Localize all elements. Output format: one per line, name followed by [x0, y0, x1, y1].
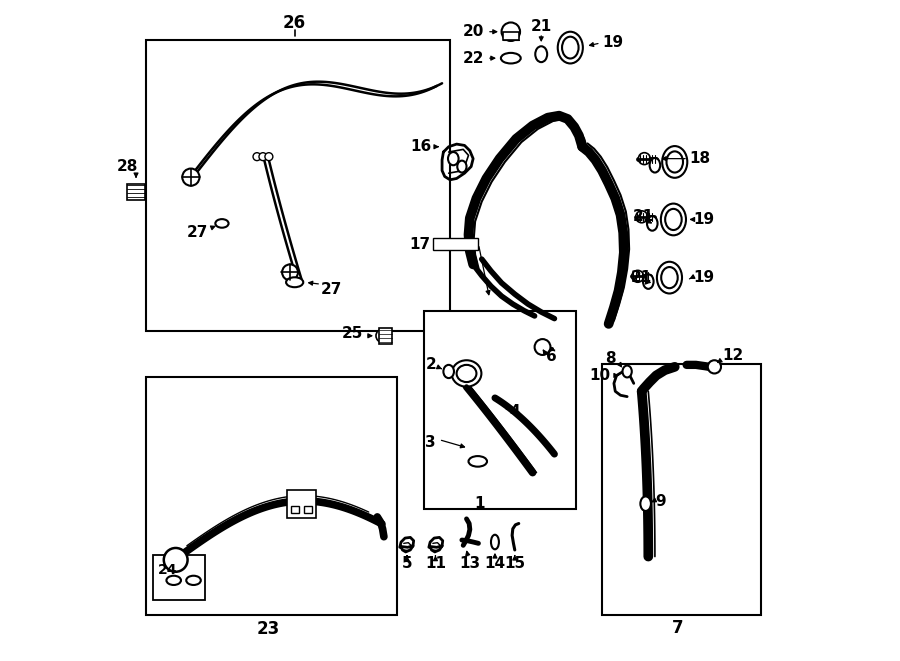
Text: 21: 21 — [531, 19, 552, 34]
Circle shape — [632, 270, 644, 282]
Ellipse shape — [657, 262, 682, 293]
Circle shape — [535, 339, 551, 355]
Circle shape — [164, 548, 187, 572]
Ellipse shape — [452, 360, 482, 387]
Text: 21: 21 — [633, 210, 653, 224]
Text: 16: 16 — [410, 139, 431, 154]
Ellipse shape — [501, 53, 521, 63]
Circle shape — [635, 211, 648, 223]
Circle shape — [501, 22, 520, 41]
Ellipse shape — [166, 576, 181, 585]
Ellipse shape — [623, 366, 632, 377]
Ellipse shape — [456, 365, 476, 382]
Text: 18: 18 — [689, 151, 710, 166]
Ellipse shape — [662, 267, 678, 288]
Ellipse shape — [286, 278, 303, 287]
Bar — [424, 311, 576, 509]
Text: 25: 25 — [341, 327, 363, 341]
Circle shape — [183, 169, 200, 186]
Ellipse shape — [536, 46, 547, 62]
Ellipse shape — [215, 219, 229, 227]
Text: 15: 15 — [504, 556, 526, 570]
Ellipse shape — [444, 365, 454, 378]
Circle shape — [253, 153, 261, 161]
Text: 3: 3 — [425, 436, 436, 450]
Bar — [434, 238, 479, 250]
Text: 28: 28 — [117, 159, 138, 174]
Text: 11: 11 — [425, 556, 446, 570]
Bar — [291, 506, 299, 513]
Bar — [602, 364, 760, 615]
Ellipse shape — [558, 32, 583, 63]
Text: 27: 27 — [321, 282, 343, 297]
Ellipse shape — [667, 151, 683, 173]
Text: 24: 24 — [158, 563, 177, 577]
Text: 19: 19 — [693, 212, 715, 227]
Circle shape — [376, 329, 389, 342]
Ellipse shape — [457, 161, 466, 173]
Circle shape — [259, 153, 267, 161]
Ellipse shape — [469, 456, 487, 467]
Ellipse shape — [448, 152, 459, 165]
Ellipse shape — [650, 158, 661, 173]
Text: 10: 10 — [589, 368, 610, 383]
Text: 8: 8 — [605, 351, 616, 366]
Text: 4: 4 — [509, 404, 520, 418]
Ellipse shape — [641, 496, 651, 511]
Ellipse shape — [186, 576, 201, 585]
Ellipse shape — [562, 36, 579, 59]
Text: 23: 23 — [256, 620, 280, 639]
Ellipse shape — [661, 204, 686, 235]
Bar — [287, 490, 317, 518]
Text: 1: 1 — [474, 496, 485, 511]
Circle shape — [707, 360, 721, 373]
Ellipse shape — [647, 216, 658, 231]
Text: 12: 12 — [723, 348, 743, 363]
Bar — [128, 184, 145, 200]
Bar — [146, 377, 397, 615]
Text: 26: 26 — [284, 14, 306, 32]
Bar — [153, 555, 205, 600]
Text: 19: 19 — [602, 36, 623, 50]
Ellipse shape — [491, 535, 499, 549]
Text: 13: 13 — [459, 556, 481, 570]
Text: 14: 14 — [484, 556, 506, 570]
Bar — [379, 328, 392, 344]
Circle shape — [265, 153, 273, 161]
Text: 21: 21 — [631, 270, 652, 285]
Circle shape — [282, 264, 298, 280]
Bar — [503, 32, 518, 40]
Text: 5: 5 — [401, 556, 412, 570]
Text: 9: 9 — [655, 494, 665, 508]
Text: 27: 27 — [187, 225, 208, 240]
Ellipse shape — [665, 209, 681, 230]
Text: 20: 20 — [463, 24, 484, 39]
Text: 7: 7 — [672, 619, 684, 637]
Text: 22: 22 — [463, 51, 484, 65]
Bar — [304, 506, 312, 513]
Ellipse shape — [662, 146, 688, 178]
Text: 17: 17 — [409, 237, 430, 252]
Ellipse shape — [643, 274, 653, 289]
Circle shape — [638, 153, 651, 165]
Text: 2: 2 — [426, 358, 436, 372]
Text: 19: 19 — [693, 270, 715, 285]
Text: 6: 6 — [545, 350, 556, 364]
Bar — [146, 40, 450, 330]
